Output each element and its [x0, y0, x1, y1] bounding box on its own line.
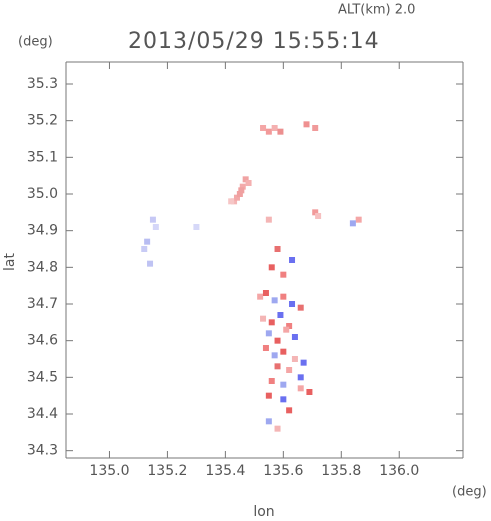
radar-point — [193, 224, 200, 230]
radar-point — [312, 209, 319, 216]
radar-point — [280, 396, 287, 403]
x-tick-label: 135.4 — [205, 463, 245, 479]
radar-point — [315, 213, 322, 219]
radar-point — [274, 337, 281, 344]
radar-point — [236, 191, 243, 197]
radar-point — [268, 378, 275, 384]
radar-point — [289, 257, 296, 263]
radar-point — [265, 392, 272, 399]
radar-point — [228, 198, 235, 205]
radar-point — [283, 326, 290, 333]
radar-point — [277, 128, 284, 135]
radar-point — [268, 319, 275, 326]
x-unit: (deg) — [452, 485, 487, 500]
radar-point — [238, 187, 245, 194]
x-tick-label: 136.0 — [379, 463, 419, 479]
y-tick-label: 35.3 — [27, 76, 58, 92]
x-tick-label: 135.0 — [89, 463, 129, 479]
radar-point — [306, 389, 313, 395]
y-tick-label: 34.9 — [27, 223, 58, 239]
y-tick-label: 34.8 — [27, 259, 58, 275]
chart-title: 2013/05/29 15:55:14 — [128, 29, 380, 54]
radar-point — [274, 425, 281, 432]
radar-point — [349, 220, 356, 227]
radar-point — [280, 381, 287, 388]
radar-point — [303, 121, 310, 128]
radar-point — [280, 348, 287, 355]
radar-point — [149, 216, 156, 223]
radar-point — [242, 176, 249, 183]
y-tick-label: 34.5 — [27, 369, 58, 385]
y-unit: (deg) — [18, 35, 53, 50]
radar-point — [268, 264, 275, 271]
radar-point — [152, 224, 159, 230]
radar-point — [297, 374, 304, 381]
y-tick-label: 35.1 — [27, 149, 58, 165]
radar-point — [265, 216, 272, 223]
x-tick-label: 135.8 — [321, 463, 361, 479]
radar-point — [271, 125, 278, 131]
radar-point — [271, 297, 278, 304]
radar-point — [233, 194, 240, 201]
radar-point — [291, 356, 298, 362]
radar-point — [141, 246, 148, 252]
radar-point — [265, 418, 272, 425]
radar-point — [262, 290, 269, 296]
radar-point — [271, 352, 278, 359]
radar-point — [297, 304, 304, 311]
plot-frame — [65, 61, 464, 459]
radar-point — [286, 323, 293, 329]
radar-point — [239, 183, 246, 190]
y-tick-label: 34.6 — [27, 333, 58, 349]
radar-point — [300, 359, 307, 366]
x-tick-label: 135.2 — [147, 463, 187, 479]
radar-point — [286, 407, 293, 414]
y-tick-label: 34.4 — [27, 406, 58, 422]
radar-point — [280, 293, 287, 300]
radar-point — [280, 271, 287, 278]
radar-point — [286, 367, 293, 373]
y-axis-label: lat — [2, 253, 18, 271]
radar-point — [262, 345, 269, 351]
radar-point — [312, 125, 319, 131]
radar-point — [260, 315, 267, 322]
radar-point — [260, 125, 267, 131]
radar-point — [274, 363, 281, 370]
radar-point — [291, 334, 298, 340]
radar-point — [257, 293, 264, 300]
radar-point — [144, 238, 151, 245]
radar-point — [289, 301, 296, 307]
y-tick-label: 35.0 — [27, 186, 58, 202]
radar-point — [245, 180, 252, 186]
radar-point — [277, 312, 284, 318]
altitude-label: ALT(km) 2.0 — [338, 3, 415, 18]
radar-point — [265, 128, 272, 135]
radar-point — [297, 385, 304, 392]
radar-point — [265, 330, 272, 337]
radar-point — [147, 260, 154, 267]
y-tick-label: 34.3 — [27, 443, 58, 459]
y-tick-label: 34.7 — [27, 296, 58, 312]
x-tick-label: 135.6 — [263, 463, 303, 479]
x-axis-label: lon — [253, 504, 274, 520]
radar-point — [274, 246, 281, 252]
radar-point — [355, 216, 362, 223]
y-tick-label: 35.2 — [27, 113, 58, 129]
